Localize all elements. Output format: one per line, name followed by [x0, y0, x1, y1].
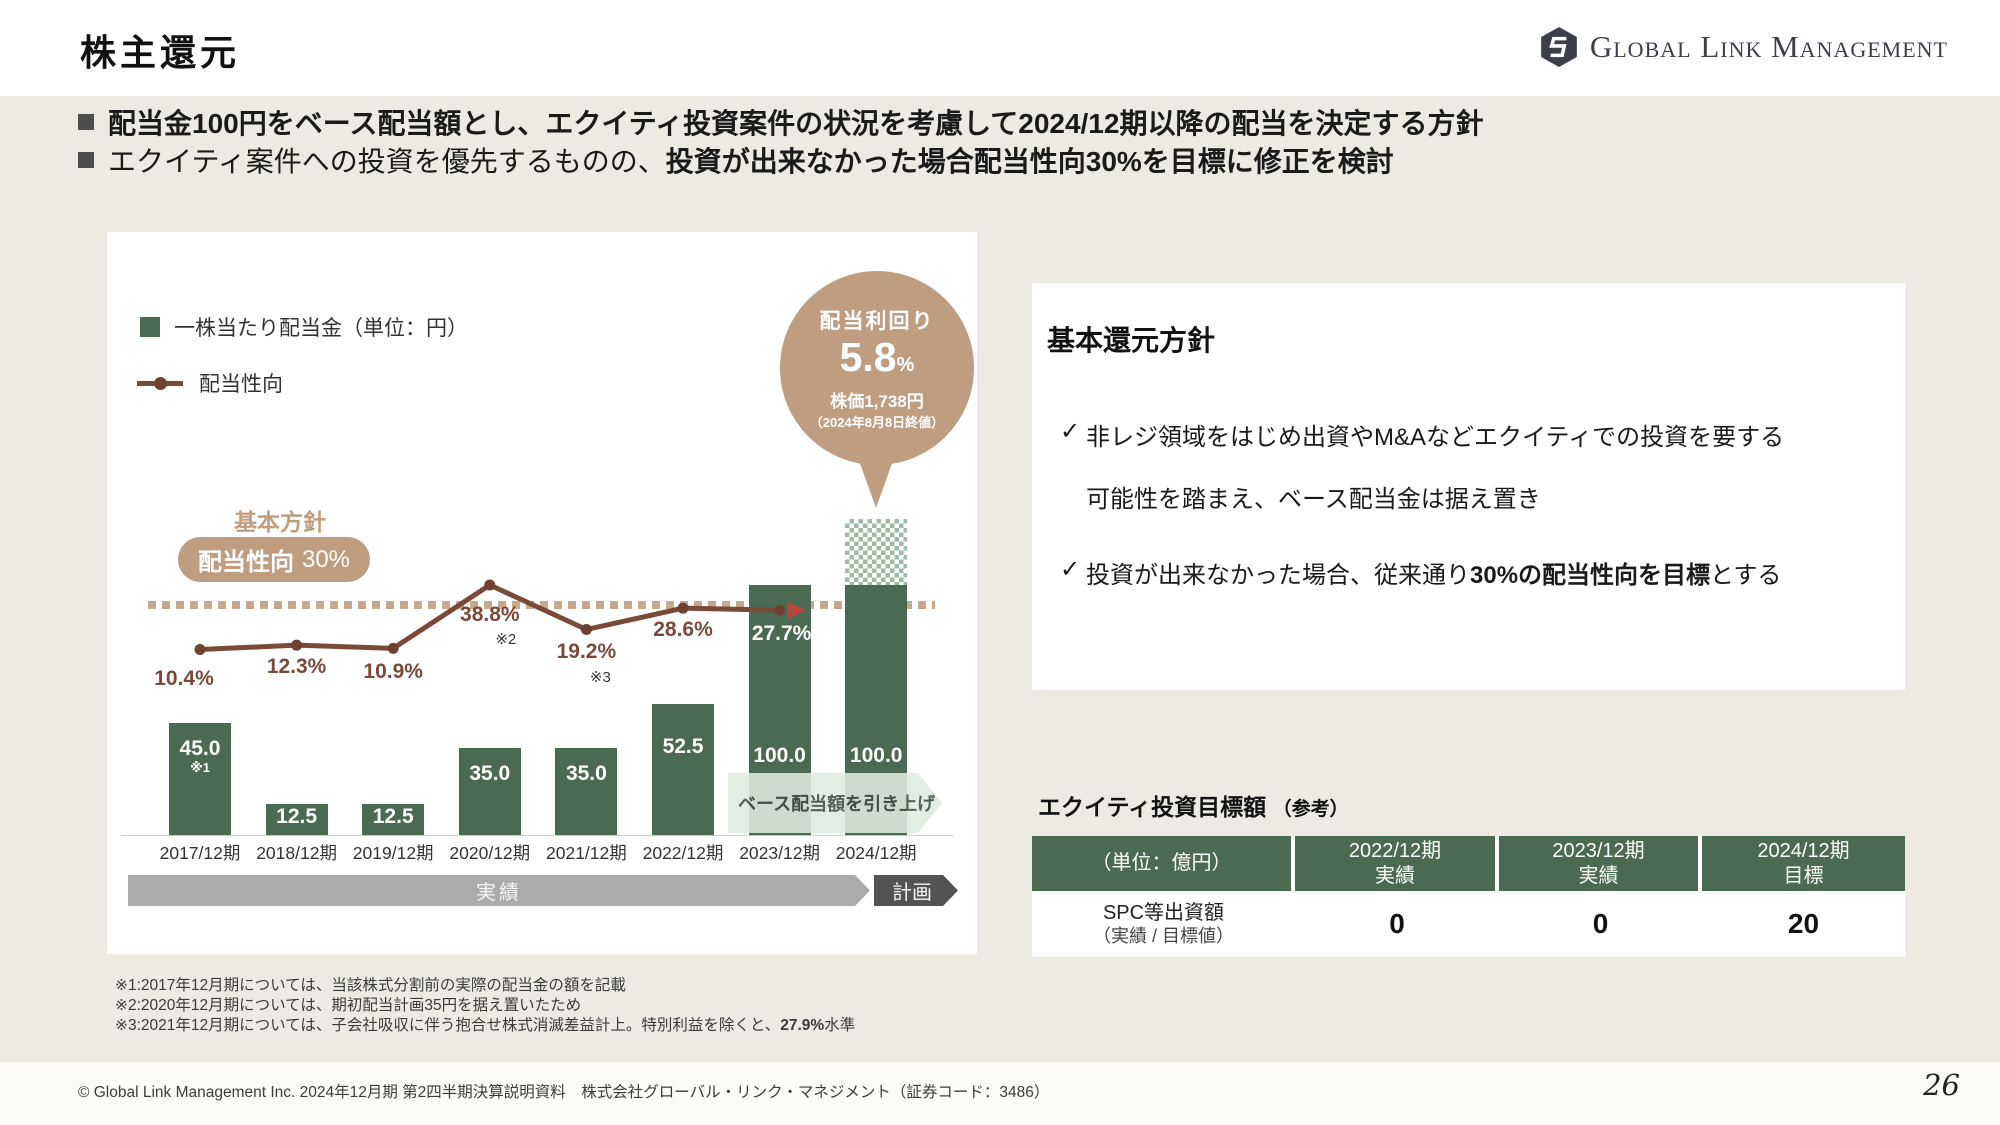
table-header-2022: 2022/12期 実績 — [1295, 836, 1499, 891]
dividend-chart-panel: 一株当たり配当金（単位：円） 配当性向 基本方針 配当性向 30% 45.0 ※1 1… — [107, 232, 977, 954]
footnote-3: ※3:2021年12月期については、子会社吸収に伴う抱合せ株式消滅差益計上。特別… — [115, 1017, 856, 1034]
square-bullet-icon — [78, 114, 94, 130]
table-header-unit: （単位：億円） — [1032, 836, 1295, 891]
page-number: 26 — [1923, 1068, 1960, 1102]
dividend-yield-callout: 配当利回り 5.8% 株価1,738円 （2024年8月8日終値） — [780, 271, 974, 465]
x-axis-label: 2019/12期 — [352, 843, 434, 863]
table-value-2024: 20 — [1702, 891, 1905, 957]
dividend-bar-plan-upside — [845, 518, 908, 585]
dividend-bar-2018/12期 — [265, 803, 328, 835]
payout-ratio-label: 10.4% — [154, 667, 214, 691]
dividend-bar-2020/12期 — [458, 747, 521, 835]
dividend-bar-2019/12期 — [362, 803, 425, 835]
square-bullet-icon — [78, 152, 94, 168]
x-axis-label: 2022/12期 — [642, 843, 724, 863]
policy-item-1: ✓ 非レジ領域をはじめ出資やM&Aなどエクイティでの投資を要する — [1060, 418, 1785, 451]
base-dividend-raise-arrow: ベース配当額を引き上げ — [728, 773, 942, 833]
bar-value-label: 12.5 — [372, 805, 414, 828]
x-axis-label: 2018/12期 — [256, 843, 337, 863]
callout-price: 株価1,738円 — [830, 392, 924, 411]
payout-ratio-label: 28.6% — [653, 618, 713, 642]
bar-value-label: 100.0 — [849, 744, 903, 767]
legend-label: 配当性向 — [199, 373, 283, 396]
payout-ratio-label: 27.7% — [751, 622, 812, 646]
callout-title: 配当利回り — [819, 310, 935, 333]
callout-value: 5.8% — [839, 334, 915, 380]
dividend-bar-2017/12期 — [169, 722, 231, 835]
bar-value-label: 35.0 — [565, 762, 607, 785]
x-axis-label: 2020/12期 — [449, 843, 531, 863]
footnote-1: ※1:2017年12月期については、当該株式分割前の実際の配当金の額を記載 — [115, 977, 626, 994]
table-row-label: SPC等出資額 （実績 / 目標値） — [1032, 891, 1295, 957]
footer-band: © Global Link Management Inc. 2024年12月期 … — [0, 1062, 2000, 1125]
copyright-text: © Global Link Management Inc. 2024年12月期 … — [78, 1084, 1050, 1101]
bar-value-label: 52.5 — [662, 735, 704, 758]
policy-item-1-line2: 可能性を踏まえ、ベース配当金は据え置き — [1086, 486, 1541, 513]
equity-target-title: エクイティ投資目標額 （参考） — [1038, 794, 1349, 820]
legend-item-dividend: 一株当たり配当金（単位：円） — [140, 312, 468, 342]
table-header-2024: 2024/12期 目標 — [1702, 836, 1905, 891]
logo-text: Global Link Management — [1589, 29, 1948, 64]
return-policy-panel: 基本還元方針 ✓ 非レジ領域をはじめ出資やM&Aなどエクイティでの投資を要する … — [1032, 283, 1905, 690]
payout-target-dotted-line — [148, 601, 935, 609]
key-message-2-text: エクイティ案件への投資を優先するものの、投資が出来なかった場合配当性向30%を目… — [108, 146, 1394, 177]
payout-ratio-target-pill: 配当性向 30% — [178, 537, 370, 582]
base-policy-caption: 基本方針 — [234, 509, 326, 535]
check-icon: ✓ — [1060, 556, 1081, 583]
x-axis-label: 2017/12期 — [159, 843, 241, 863]
footnote-ref: ※3 — [589, 668, 611, 686]
bar-value-label: 12.5 — [276, 805, 318, 828]
table-value-2022: 0 — [1295, 891, 1499, 957]
dividend-bar-2021/12期 — [555, 747, 618, 835]
callout-tail — [858, 458, 894, 508]
key-message-2: エクイティ案件への投資を優先するものの、投資が出来なかった場合配当性向30%を目… — [78, 140, 1394, 180]
table-header-2023: 2023/12期 実績 — [1499, 836, 1702, 891]
policy-item-2: ✓ 投資が出来なかった場合、従来通り30%の配当性向を目標とする — [1060, 556, 1782, 589]
equity-target-table: （単位：億円） 2022/12期 実績 2023/12期 実績 2024/12期 目標… — [1032, 836, 1905, 957]
bar-value-label: 45.0 ※1 — [179, 737, 221, 775]
plan-period-band: 計画 — [874, 875, 958, 906]
legend-item-payout-ratio: 配当性向 — [137, 368, 283, 398]
dividend-bar-2022/12期 — [652, 703, 714, 835]
actual-period-band: 実績 — [128, 875, 870, 906]
check-icon: ✓ — [1060, 418, 1081, 445]
x-axis-label: 2023/12期 — [739, 843, 820, 863]
legend-label: 一株当たり配当金（単位：円） — [174, 317, 468, 340]
key-message-1-text: 配当金100円をベース配当額とし、エクイティ投資案件の状況を考慮して2024/1… — [108, 108, 1484, 139]
bar-series-swatch-icon — [140, 317, 160, 337]
bar-value-label: 35.0 — [469, 762, 511, 785]
x-axis-line — [121, 835, 953, 836]
company-logo: Global Link Management — [1538, 26, 1948, 68]
logo-icon — [1541, 27, 1577, 67]
bar-value-label: 100.0 — [753, 744, 806, 767]
payout-ratio-label: 12.3% — [266, 655, 327, 679]
panel-title: 基本還元方針 — [1047, 325, 1216, 356]
payout-ratio-label: 10.9% — [363, 660, 423, 684]
payout-ratio-label: 38.8% — [460, 603, 520, 627]
footnote-2: ※2:2020年12月期については、期初配当計画35円を据え置いたため — [115, 997, 582, 1014]
x-axis-label: 2021/12期 — [546, 843, 627, 863]
key-message-1: 配当金100円をベース配当額とし、エクイティ投資案件の状況を考慮して2024/1… — [78, 102, 1483, 142]
line-series-swatch-icon — [137, 376, 183, 390]
header-band: 株主還元 Global Link Management — [0, 0, 2000, 96]
payout-ratio-label: 19.2% — [556, 639, 617, 663]
table-value-2023: 0 — [1499, 891, 1702, 957]
x-axis-label: 2024/12期 — [835, 843, 917, 863]
page-title: 株主還元 — [80, 32, 241, 73]
callout-date: （2024年8月8日終値） — [809, 415, 945, 430]
footnote-ref: ※2 — [495, 631, 517, 649]
footnotes: ※1:2017年12月期については、当該株式分割前の実際の配当金の額を記載 ※2… — [115, 976, 855, 1036]
